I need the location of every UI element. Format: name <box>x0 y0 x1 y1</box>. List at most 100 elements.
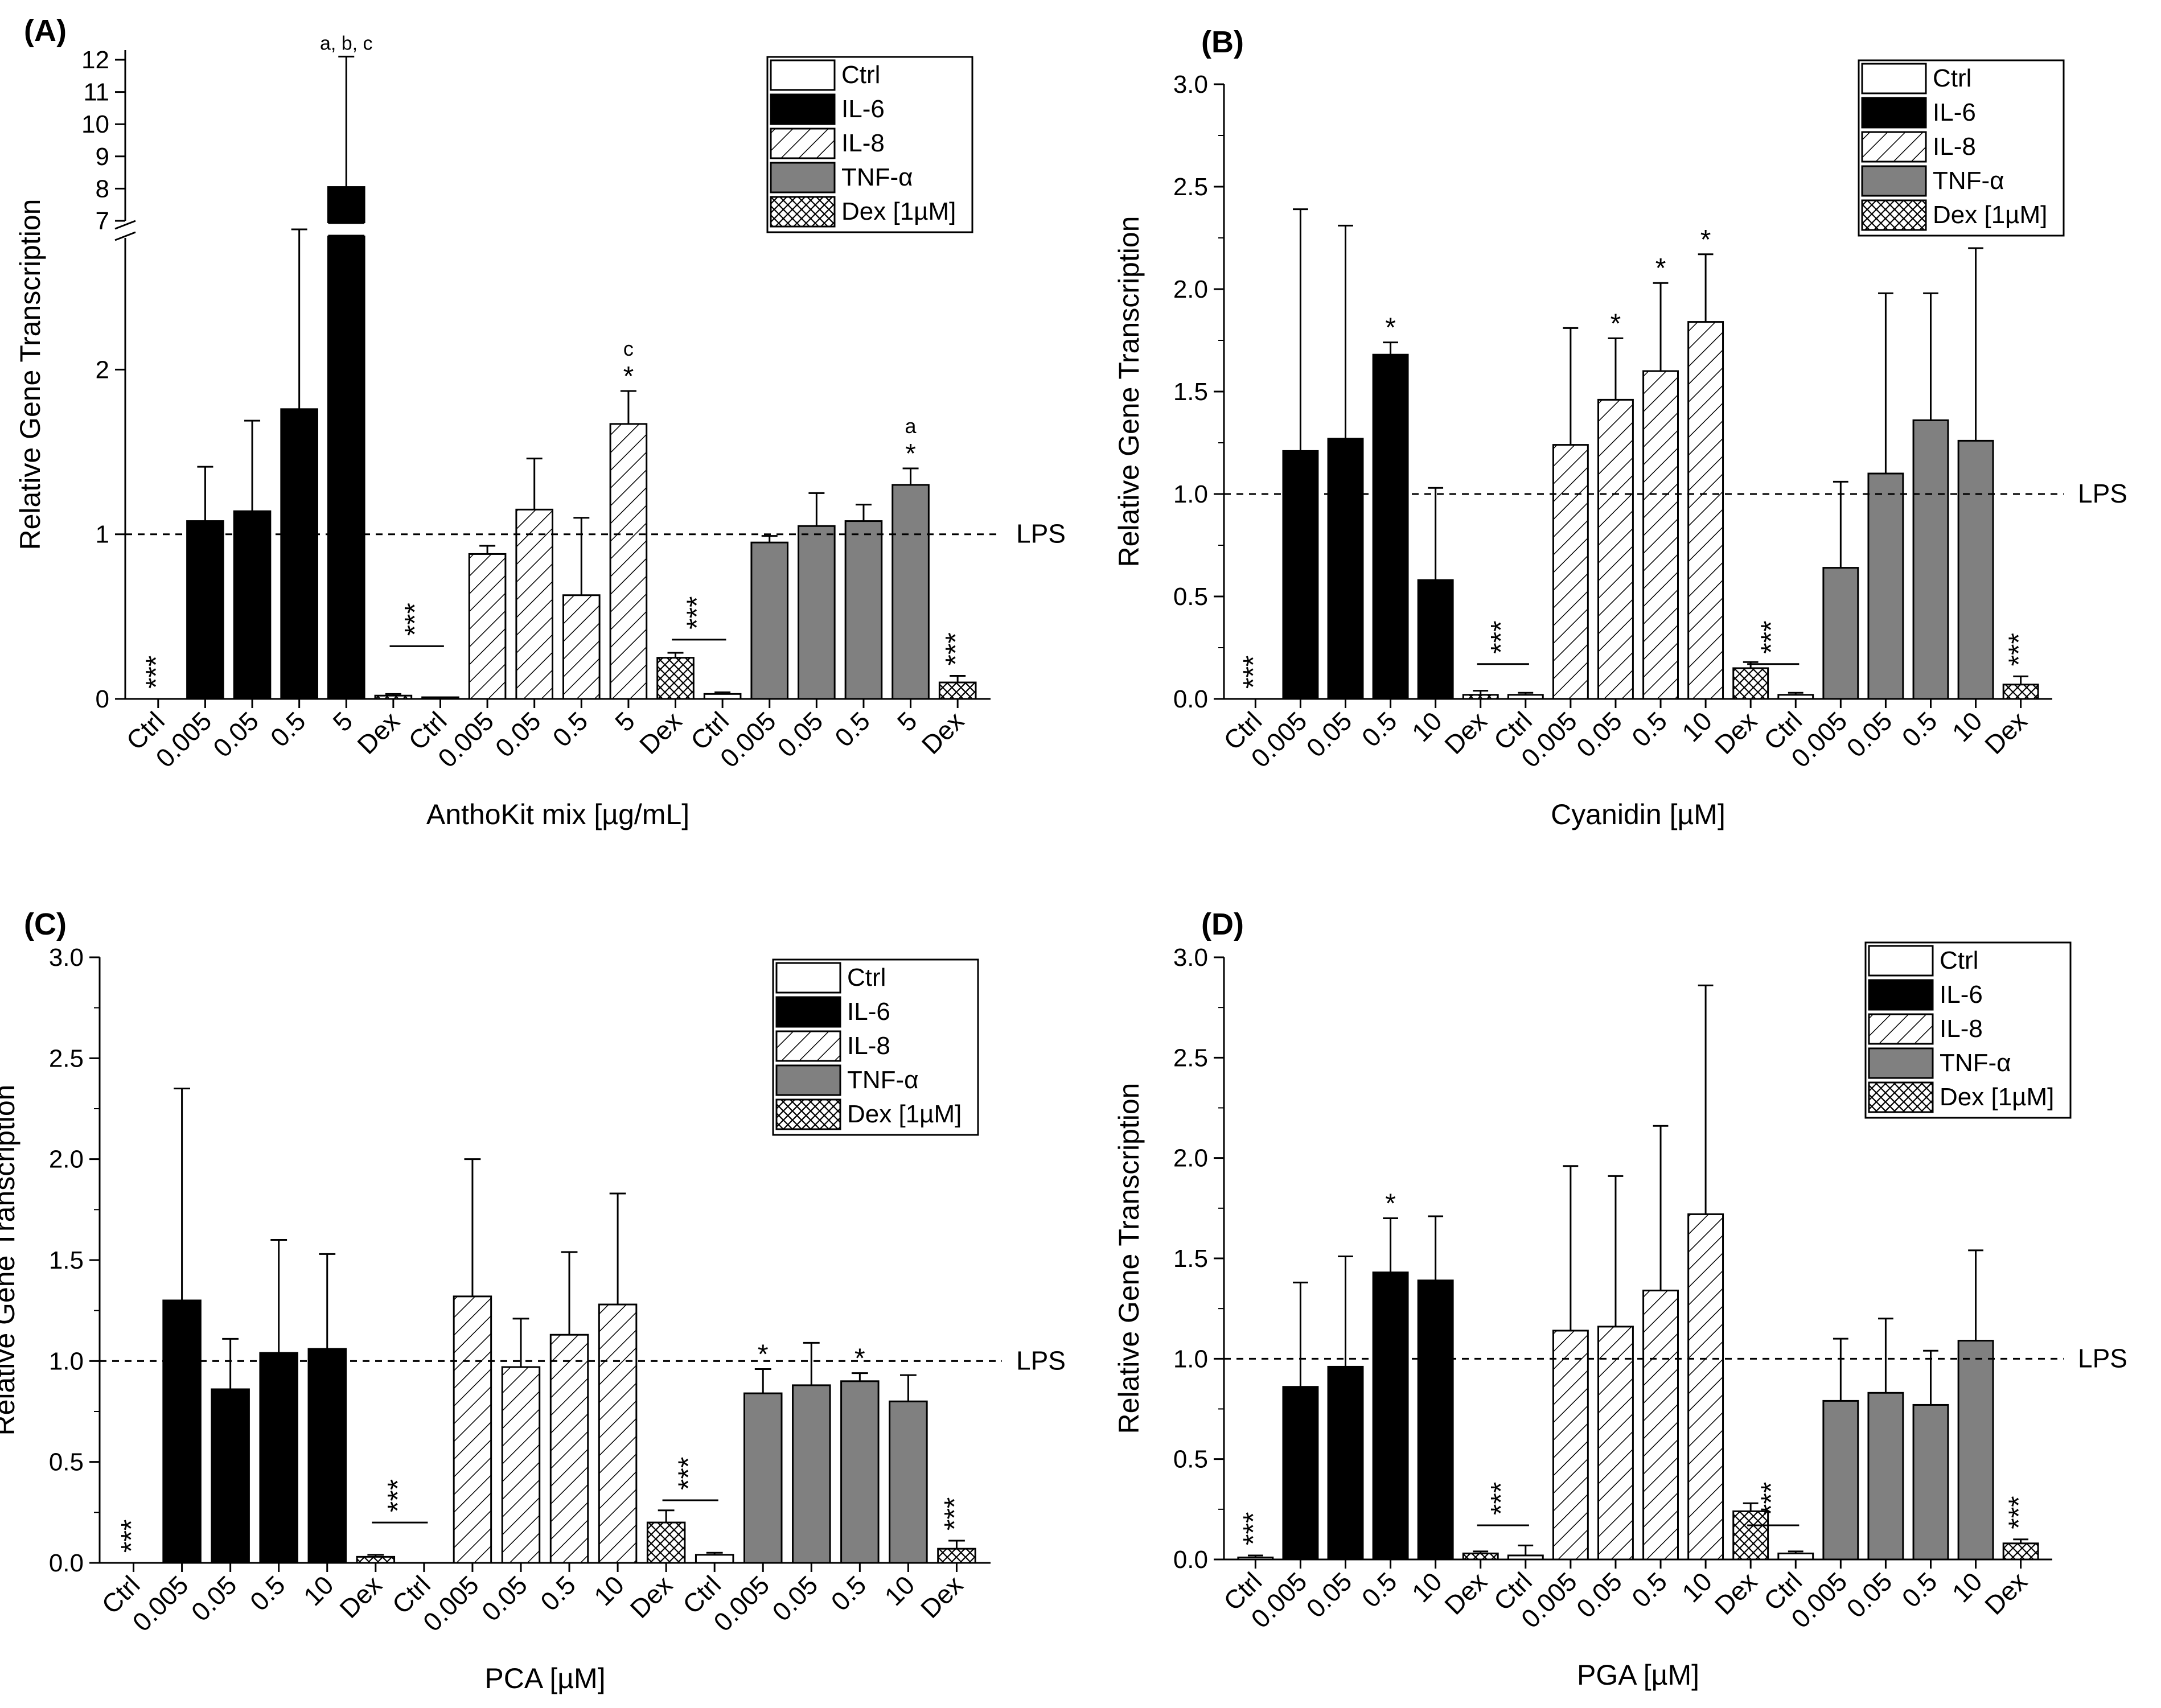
x-tick-label: 0.5 <box>547 706 593 752</box>
y-tick-label: 8 <box>96 175 109 203</box>
x-tick-label: 0.05 <box>476 1570 533 1627</box>
x-tick-label: 0.05 <box>1840 706 1897 763</box>
bar <box>1822 567 1859 700</box>
bracket-label: *** <box>681 596 713 629</box>
legend-swatch-il8 <box>775 1030 841 1062</box>
legend-label: IL-6 <box>841 95 885 123</box>
legend-label: IL-8 <box>847 1032 890 1060</box>
legend-swatch-dex <box>1868 1081 1934 1113</box>
x-tick-label: 0.5 <box>1896 1566 1943 1613</box>
bracket-label: *** <box>672 1457 704 1490</box>
y-tick-label: 0.0 <box>1173 685 1208 713</box>
legend-swatch-il6 <box>1861 97 1927 129</box>
y-tick-label: 3.0 <box>49 944 84 972</box>
x-tick-label: 0.005 <box>150 706 217 773</box>
significance-mark: *** <box>116 1520 147 1553</box>
significance-mark: a, b, c <box>320 32 373 54</box>
legend-swatch-dex <box>1861 199 1927 231</box>
legend-swatch-il6 <box>770 93 836 125</box>
y-tick-label: 1.5 <box>1173 378 1208 406</box>
x-axis-label: AnthoKit mix [µg/mL] <box>426 799 689 830</box>
bar <box>840 1380 880 1564</box>
x-tick-label: Dex <box>1439 1566 1493 1620</box>
x-tick-label: 0.005 <box>417 1570 484 1637</box>
y-axis-label: Relative Gene Transcription <box>14 199 46 550</box>
legend-swatch-dex <box>770 196 836 228</box>
x-tick-label: 0.5 <box>825 1570 872 1616</box>
bar <box>280 408 318 700</box>
axis-break-mark <box>114 231 136 241</box>
legend-swatch-tnf <box>1868 1047 1934 1079</box>
x-tick-label: 0.05 <box>1300 706 1357 763</box>
bar <box>1957 1340 1994 1561</box>
x-tick-label: 0.05 <box>1840 1566 1897 1623</box>
bar <box>1282 1386 1319 1561</box>
reference-label: LPS <box>2078 1343 2127 1373</box>
bar <box>1327 438 1364 700</box>
legend-label: Ctrl <box>841 61 880 89</box>
bar <box>1327 1365 1364 1561</box>
legend-label: TNF-α <box>1940 1049 2011 1077</box>
bar <box>1957 439 1994 700</box>
bar <box>743 1392 783 1564</box>
y-tick-label: 1.5 <box>1173 1245 1208 1273</box>
y-tick-label: 0.5 <box>49 1448 84 1476</box>
x-tick-label: Dex <box>334 1570 388 1624</box>
x-tick-label: 0.05 <box>207 706 264 763</box>
significance-letter: a <box>905 414 917 438</box>
y-tick-label: 2.5 <box>1173 173 1208 201</box>
bracket-label: *** <box>1485 620 1517 653</box>
significance-mark: *** <box>140 656 172 689</box>
bar <box>1777 1552 1814 1561</box>
bracket-label: *** <box>398 603 430 636</box>
y-tick-label: 2.0 <box>1173 1145 1208 1172</box>
bar <box>1867 472 1904 700</box>
bar <box>1417 1279 1454 1561</box>
significance-mark: * <box>1385 313 1396 343</box>
x-tick-label: 0.05 <box>490 706 547 763</box>
significance-mark: *** <box>2003 1496 2035 1529</box>
bar <box>374 694 413 700</box>
x-tick-label: 0.5 <box>244 1570 291 1616</box>
bracket-label: *** <box>1755 620 1787 653</box>
legend-label: TNF-α <box>1933 167 2004 195</box>
x-tick-label: Dex <box>1439 706 1493 760</box>
legend-label: IL-8 <box>841 129 885 157</box>
x-tick-label: 0.5 <box>1626 706 1673 752</box>
bar <box>937 1548 976 1564</box>
bar <box>1642 1289 1679 1561</box>
bar <box>609 423 648 700</box>
legend-swatch-tnf <box>775 1064 841 1096</box>
legend-label: IL-8 <box>1933 133 1976 160</box>
x-tick-label: 0.05 <box>186 1570 243 1627</box>
bar <box>356 1555 396 1564</box>
significance-mark: * <box>1385 1188 1396 1219</box>
x-tick-label: Dex <box>1709 1566 1763 1620</box>
bar <box>1912 1404 1949 1561</box>
bar <box>233 510 272 700</box>
y-tick-label: 11 <box>83 79 109 106</box>
bar <box>1867 1392 1904 1561</box>
legend-label: Dex [1µM] <box>841 197 956 225</box>
bar <box>1552 1330 1589 1561</box>
bar <box>891 484 930 700</box>
y-tick-label: 1.5 <box>49 1246 84 1274</box>
x-tick-label: 0.005 <box>432 706 499 773</box>
y-tick-label: 12 <box>81 46 109 74</box>
bar <box>1732 667 1769 700</box>
bracket-label: *** <box>1485 1482 1517 1515</box>
y-tick-label: 0.0 <box>49 1549 84 1577</box>
x-tick-label: Dex <box>915 1570 969 1624</box>
y-tick-label: 1.0 <box>49 1347 84 1375</box>
legend-label: IL-6 <box>1940 981 1983 1009</box>
bar <box>598 1303 638 1564</box>
significance-mark: * <box>1700 225 1711 255</box>
x-tick-label: 0.05 <box>1571 1566 1628 1623</box>
x-tick-label: Dex <box>1979 1566 2033 1620</box>
significance-letter: c <box>623 337 634 360</box>
legend-swatch-il6 <box>775 996 841 1028</box>
x-tick-label: 5 <box>891 706 923 737</box>
bar <box>1642 370 1679 700</box>
bar <box>750 541 789 700</box>
